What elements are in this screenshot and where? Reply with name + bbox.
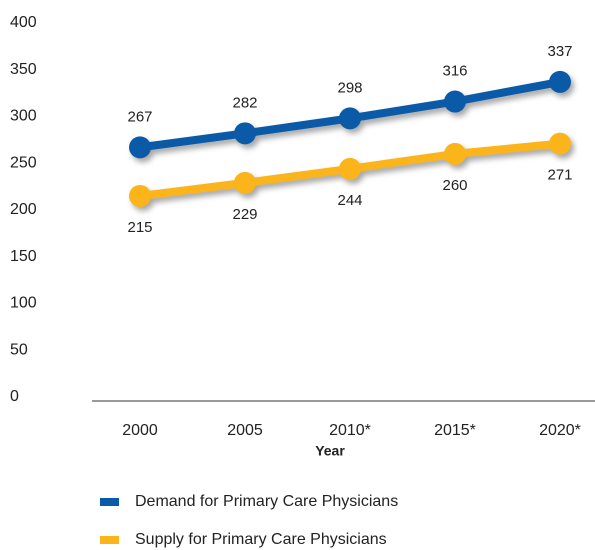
data-label: 337 bbox=[547, 43, 572, 60]
x-tick-label: 2020* bbox=[539, 422, 581, 439]
data-label: 229 bbox=[232, 206, 257, 223]
y-tick-label: 400 bbox=[10, 14, 37, 31]
point bbox=[339, 107, 361, 130]
point bbox=[549, 70, 571, 93]
data-label: 271 bbox=[547, 167, 572, 184]
x-tick-label: 2000 bbox=[122, 422, 158, 439]
y-tick-label: 350 bbox=[10, 61, 37, 78]
data-label: 282 bbox=[232, 94, 257, 111]
data-label: 316 bbox=[442, 63, 467, 80]
x-tick-label: 2005 bbox=[227, 422, 263, 439]
legend-label: Supply for Primary Care Physicians bbox=[135, 531, 387, 548]
point bbox=[444, 142, 466, 165]
data-label: 267 bbox=[127, 108, 152, 125]
data-label: 215 bbox=[127, 219, 152, 236]
x-axis-title: Year bbox=[315, 443, 345, 459]
point bbox=[339, 157, 361, 180]
y-tick-label: 300 bbox=[10, 108, 37, 125]
point bbox=[234, 122, 256, 145]
series bbox=[129, 70, 571, 159]
y-tick-label: 0 bbox=[10, 388, 19, 405]
y-tick-label: 100 bbox=[10, 295, 37, 312]
data-label: 244 bbox=[337, 192, 362, 209]
x-tick-label: 2010* bbox=[329, 422, 371, 439]
data-label: 298 bbox=[337, 79, 362, 96]
point bbox=[129, 184, 151, 207]
y-tick-label: 150 bbox=[10, 248, 37, 265]
point bbox=[549, 132, 571, 155]
legend-swatch bbox=[100, 536, 119, 544]
x-tick-label: 2015* bbox=[434, 422, 476, 439]
data-label: 260 bbox=[442, 177, 467, 194]
y-tick-label: 50 bbox=[10, 341, 28, 358]
point bbox=[234, 171, 256, 194]
series bbox=[129, 132, 571, 207]
legend-label: Demand for Primary Care Physicians bbox=[135, 493, 398, 510]
legend-swatch bbox=[100, 498, 119, 506]
point bbox=[444, 90, 466, 113]
point bbox=[129, 136, 151, 159]
y-tick-label: 250 bbox=[10, 154, 37, 171]
y-tick-label: 200 bbox=[10, 201, 37, 218]
